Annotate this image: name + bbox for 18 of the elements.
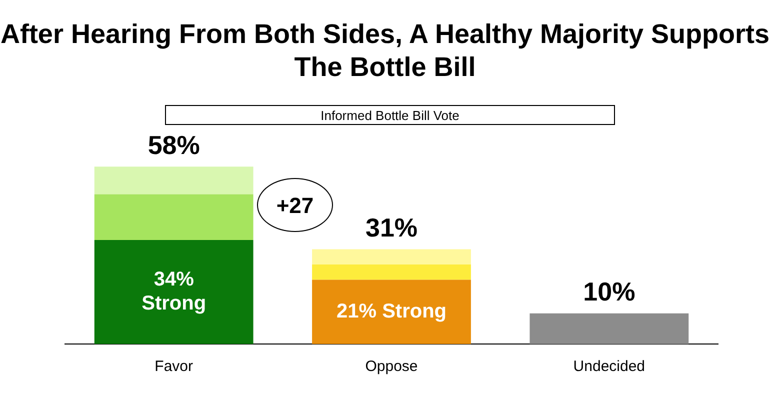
total-label: 31% [365,212,418,242]
bar [312,249,471,265]
x-tick-label: Favor [154,358,194,376]
data-label: 34% Strong [142,268,206,315]
chart-subtitle: Informed Bottle Bill Vote [165,105,615,125]
annotation: +27 [257,178,333,232]
total-label: 58% [148,130,200,160]
x-tick-label: Undecided [573,358,646,376]
bar [530,313,689,344]
bar [94,194,254,240]
bar [94,240,254,344]
data-label: 21% Strong [336,300,447,322]
bar [312,280,471,344]
bar [94,166,254,194]
total-label: 10% [583,276,636,307]
chart-title: After Hearing From Both Sides, A Healthy Majority Supports The Bottle Bill [0,18,770,84]
bar [312,264,471,280]
x-tick-label: Oppose [365,358,418,376]
